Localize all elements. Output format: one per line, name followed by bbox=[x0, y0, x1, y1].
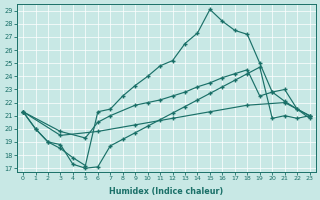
X-axis label: Humidex (Indice chaleur): Humidex (Indice chaleur) bbox=[109, 187, 223, 196]
